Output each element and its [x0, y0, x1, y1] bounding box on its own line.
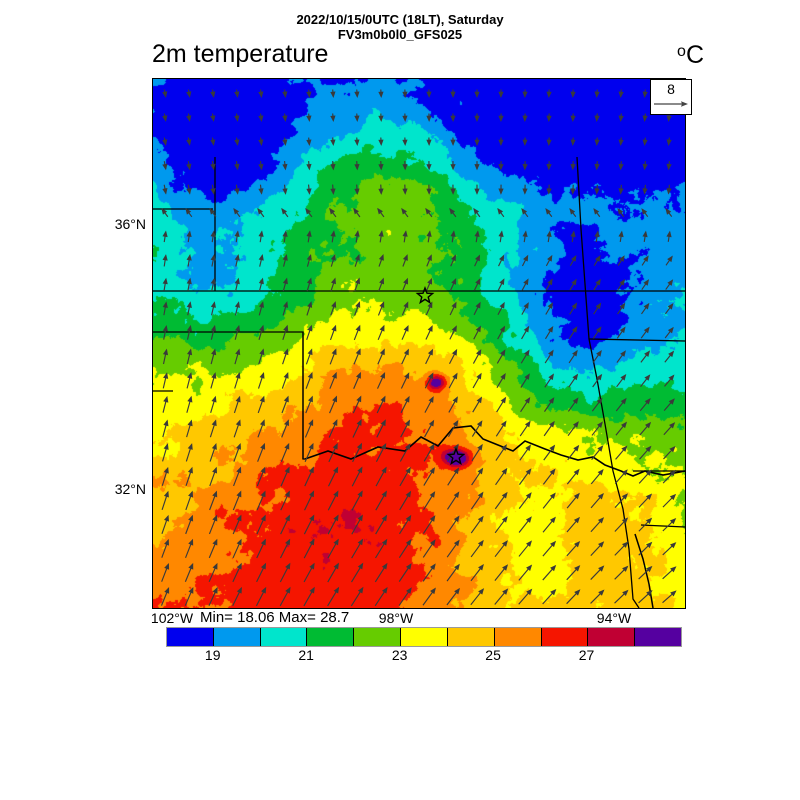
datetime-title: 2022/10/15/0UTC (18LT), Saturday: [296, 12, 504, 27]
colorbar-swatch-5[interactable]: [401, 628, 448, 646]
colorbar-swatch-8[interactable]: [541, 628, 589, 646]
colorbar-tick-4: 27: [578, 647, 595, 663]
lon-axis-label-0: 102°W: [150, 610, 194, 626]
colorbar-tick-3: 25: [485, 647, 501, 663]
colorbar-swatch-0[interactable]: [167, 628, 214, 646]
lon-axis-label-2: 94°W: [596, 610, 632, 626]
wind-scale-value: 8: [667, 81, 675, 97]
minmax-statistics: Min= 18.06 Max= 28.7: [200, 609, 350, 626]
colorbar-tick-labels: 19 21 23 25 27: [166, 647, 680, 667]
lon-axis-label-1: 98°W: [378, 610, 414, 626]
colorbar-swatch-3[interactable]: [307, 628, 355, 646]
degree-symbol: o: [677, 43, 686, 60]
wind-vector-arrow-icon: [654, 101, 688, 107]
colorbar-swatch-1[interactable]: [213, 628, 261, 646]
temperature-field-canvas: [153, 79, 685, 608]
colorbar-swatch-2[interactable]: [260, 628, 308, 646]
colorbar-tick-2: 23: [391, 647, 408, 663]
colorbar-swatch-9[interactable]: [588, 628, 636, 646]
unit-label: oC: [677, 38, 704, 69]
colorbar-swatch-6[interactable]: [447, 628, 495, 646]
temperature-colorbar[interactable]: [166, 627, 682, 647]
colorbar-tick-0: 19: [204, 647, 221, 663]
colorbar-tick-1: 21: [298, 647, 314, 663]
wind-scale-legend: 8: [650, 79, 692, 115]
lat-axis-label-1: 32°N: [114, 481, 146, 497]
colorbar-swatch-10[interactable]: [635, 628, 681, 646]
unit-letter: C: [685, 41, 704, 69]
lat-axis-label-0: 36°N: [114, 216, 146, 232]
colorbar-swatch-7[interactable]: [494, 628, 542, 646]
page-title: 2m temperature: [152, 40, 329, 68]
map-plot-area[interactable]: [152, 78, 686, 609]
colorbar-swatch-4[interactable]: [354, 628, 402, 646]
